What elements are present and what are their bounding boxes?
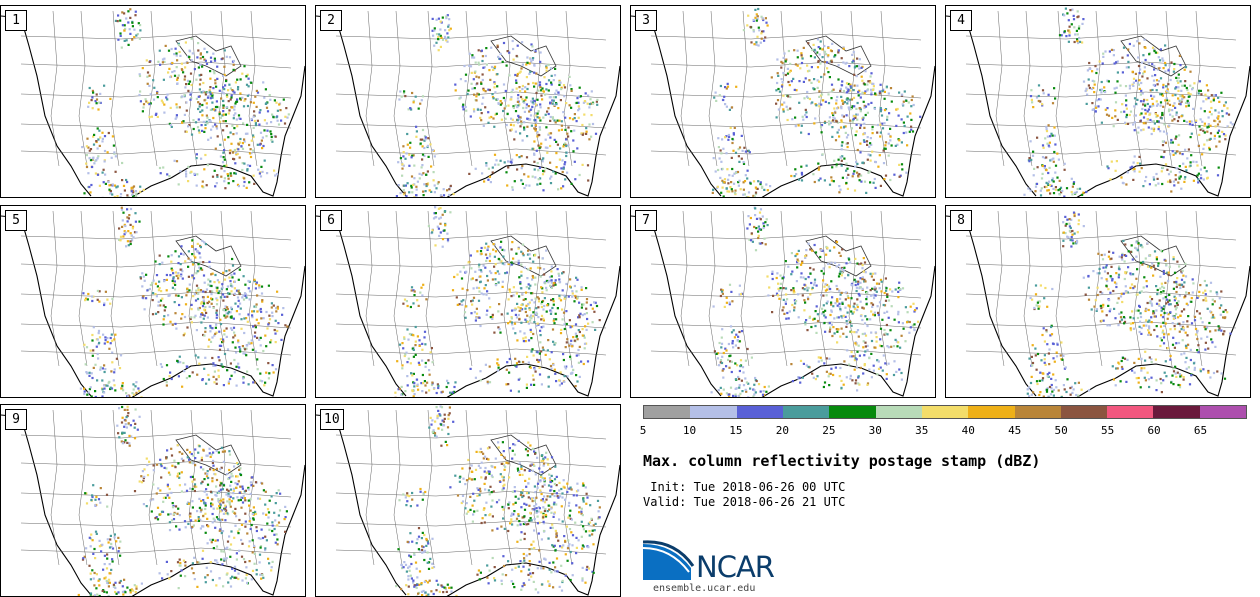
member-number-label: 8 <box>950 210 972 231</box>
ensemble-member-panel: 4 <box>945 5 1251 198</box>
member-number-label: 10 <box>320 409 344 430</box>
reflectivity-map <box>1 405 305 596</box>
colorbar-tick-label: 40 <box>961 424 975 437</box>
reflectivity-map <box>316 405 620 596</box>
reflectivity-map <box>946 7 1250 197</box>
ensemble-member-panel: 8 <box>945 205 1251 398</box>
figure-title: Max. column reflectivity postage stamp (… <box>643 452 1041 470</box>
colorbar-tick-label: 45 <box>1008 424 1022 437</box>
ensemble-member-panel: 6 <box>315 205 621 398</box>
colorbar-tick-label: 35 <box>915 424 929 437</box>
reflectivity-map <box>946 210 1250 397</box>
colorbar-tick-label: 30 <box>868 424 882 437</box>
colorbar-tick-label: 65 <box>1193 424 1208 437</box>
colorbar-swatch <box>1199 406 1247 418</box>
colorbar-swatch <box>1153 406 1200 418</box>
colorbar-swatch <box>644 406 691 418</box>
member-number-label: 9 <box>5 409 27 430</box>
colorbar-tick-label: 25 <box>822 424 836 437</box>
reflectivity-map <box>1 206 305 397</box>
ensemble-member-panel: 9 <box>0 404 306 597</box>
colorbar-swatch <box>1014 406 1061 418</box>
website-label: ensemble.ucar.edu <box>653 583 756 594</box>
member-number-label: 5 <box>5 210 27 231</box>
colorbar-tick-label: 20 <box>775 424 789 437</box>
colorbar-swatch <box>875 406 922 418</box>
ensemble-member-panel: 10 <box>315 404 621 597</box>
colorbar-swatch <box>921 406 969 418</box>
reflectivity-map <box>316 10 620 197</box>
member-number-label: 2 <box>320 10 342 31</box>
colorbar-tick-label: 5 <box>639 424 647 437</box>
colorbar-swatch <box>1060 406 1108 418</box>
ncar-logo-icon <box>643 540 695 580</box>
ensemble-member-panel: 7 <box>630 205 936 398</box>
colorbar-tick-label: 10 <box>682 424 697 437</box>
ensemble-member-panel: 3 <box>630 5 936 198</box>
member-number-label: 4 <box>950 10 972 31</box>
colorbar-swatch <box>968 406 1015 418</box>
ncar-logo-text: NCAR <box>696 550 775 584</box>
valid-time: Valid: Tue 2018-06-26 21 UTC <box>643 495 846 509</box>
reflectivity-map <box>1 8 305 197</box>
reflectivity-map <box>316 206 620 397</box>
colorbar-tick-label: 55 <box>1100 424 1115 437</box>
ensemble-member-panel: 2 <box>315 5 621 198</box>
colorbar-tick-label: 15 <box>729 424 743 437</box>
colorbar-swatch <box>736 406 783 418</box>
colorbar-ticks: 5 10 15 20 25 30 35 40 45 50 55 60 65 <box>639 424 1247 438</box>
colorbar-swatch <box>829 406 876 418</box>
colorbar <box>643 405 1247 419</box>
colorbar-swatch <box>690 406 737 418</box>
init-time: Init: Tue 2018-06-26 00 UTC <box>643 480 846 494</box>
member-number-label: 3 <box>635 10 657 31</box>
ensemble-member-panel: 1 <box>0 5 306 198</box>
member-number-label: 6 <box>320 210 342 231</box>
colorbar-tick-label: 50 <box>1054 424 1068 437</box>
member-number-label: 7 <box>635 210 657 231</box>
ensemble-member-panel: 5 <box>0 205 306 398</box>
reflectivity-map <box>631 206 935 397</box>
colorbar-tick-label: 60 <box>1147 424 1161 437</box>
reflectivity-map <box>631 7 935 197</box>
colorbar-swatch <box>1107 406 1154 418</box>
colorbar-swatch <box>782 406 830 418</box>
member-number-label: 1 <box>5 10 27 31</box>
